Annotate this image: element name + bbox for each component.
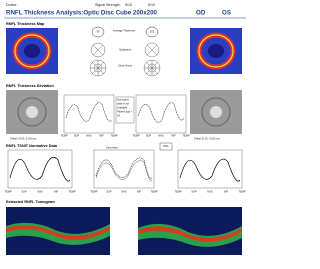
axis-label: NAS: [86, 134, 92, 138]
quadrants: Quadrants: [119, 48, 132, 52]
doctor: Doctor:: [6, 3, 18, 7]
axis-label: SUP: [191, 190, 197, 194]
note-line: data is not: [117, 102, 129, 106]
axis-label: INF: [137, 190, 142, 194]
axis-label: TEMP: [174, 190, 181, 194]
axis-label: INF: [54, 190, 59, 194]
note-line: Normative: [117, 98, 129, 102]
report: Doctor: Signal Strength: 9/10 6/10 RNFL …: [4, 2, 246, 255]
clock-diagrams: [89, 59, 161, 77]
map-heading: RNFL Thickness Map: [6, 22, 45, 26]
axis-label: TEMP: [150, 190, 157, 194]
quadrant-diagrams: [90, 42, 160, 58]
symmetry-value: 83%: [163, 144, 169, 148]
axis-label: SUP: [106, 190, 112, 194]
axis-label: TEMP: [4, 190, 11, 194]
symmetry-box: [159, 142, 173, 151]
os-tomogram: [138, 207, 242, 255]
axis-label: TEMP: [60, 134, 67, 138]
axis-label: NAS: [37, 190, 43, 194]
note-line: available.: [117, 106, 128, 110]
axis-label: TEMP: [238, 190, 245, 194]
axis-label: SUP: [74, 134, 80, 138]
axis-label: NAS: [121, 190, 127, 194]
od-tsnit-graph: [7, 149, 73, 189]
od-deviation-image: [6, 90, 58, 134]
report-title: RNFL Thickness Analysis:Optic Disc Cube …: [6, 10, 158, 17]
axis-label: INF: [99, 134, 104, 138]
note-line: Patient age <: [117, 110, 133, 114]
os-tsnit-graph: [177, 149, 243, 189]
tsnit-heading: RNFL TSNIT Normative Data: [6, 144, 58, 148]
signal-strength: Signal Strength:: [95, 3, 121, 7]
axis-label: INF: [224, 190, 229, 194]
axis-label: TEMP: [182, 134, 189, 138]
note-line: 18.: [117, 114, 121, 118]
od-average: 99: [97, 30, 100, 34]
average-thickness: Average Thickness: [113, 29, 136, 33]
note-box: [115, 96, 135, 124]
os-deviation-image: [190, 90, 242, 134]
axis-label: TEMP: [90, 190, 97, 194]
os-average-oval: [145, 26, 159, 38]
deviation-heading: RNFL Thickness Deviation: [6, 84, 55, 88]
od-offset: Offset (-0.03, 0.09) mm: [10, 137, 37, 141]
os-label: OS: [222, 10, 231, 17]
axis-label: TEMP: [110, 134, 117, 138]
axis-label: TEMP: [68, 190, 75, 194]
axis-label: TEMP: [132, 134, 139, 138]
od-profile-graph: [63, 94, 115, 134]
os-average: 102: [150, 30, 155, 34]
axis-label: INF: [171, 134, 176, 138]
od-label: OD: [196, 10, 206, 17]
od-average-oval: [91, 26, 105, 38]
axis-label: SUP: [21, 190, 27, 194]
os-offset: Offset (0.10, 0.03) mm: [194, 137, 220, 141]
clock-hours: Clock Hours: [118, 64, 133, 68]
page: {"header": {"doctor": "Doctor:", "signal…: [4, 2, 246, 255]
axis-label: SUP: [146, 134, 152, 138]
axis-label: NAS: [158, 134, 164, 138]
symmetry-graph: [93, 149, 155, 189]
axis-label: NAS: [207, 190, 213, 194]
symmetry-label: Symmetry: [106, 146, 118, 150]
od-thickness-map: [6, 28, 58, 74]
od-signal: 9/10: [125, 3, 132, 7]
od-tomogram: [6, 207, 110, 255]
os-signal: 6/10: [148, 3, 155, 7]
axis-labels: TEMP SUP NAS INF TEMP TEMP SUP NAS INF TEMP TEMP SU…: [4, 134, 245, 194]
os-profile-graph: [135, 94, 187, 134]
os-thickness-map: [190, 28, 242, 74]
tomogram-heading: Extracted RNFL Tomogram: [6, 200, 55, 204]
